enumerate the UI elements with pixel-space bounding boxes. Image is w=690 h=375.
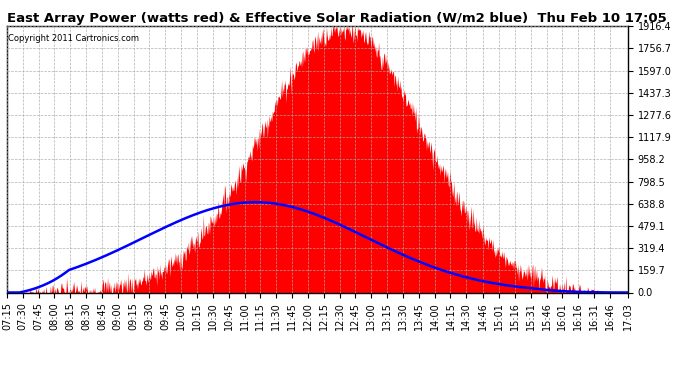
Text: East Array Power (watts red) & Effective Solar Radiation (W/m2 blue)  Thu Feb 10: East Array Power (watts red) & Effective… xyxy=(7,12,667,25)
Text: Copyright 2011 Cartronics.com: Copyright 2011 Cartronics.com xyxy=(8,34,139,43)
